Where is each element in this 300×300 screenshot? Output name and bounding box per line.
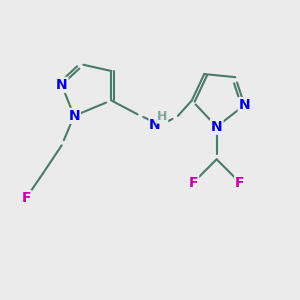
Text: N: N (149, 118, 161, 132)
Text: N: N (68, 109, 80, 123)
Text: F: F (21, 191, 31, 205)
Text: F: F (235, 176, 244, 190)
Text: N: N (239, 98, 250, 112)
Text: F: F (189, 176, 198, 190)
Text: N: N (56, 78, 68, 92)
Text: H: H (157, 110, 168, 123)
Text: N: N (211, 120, 222, 134)
